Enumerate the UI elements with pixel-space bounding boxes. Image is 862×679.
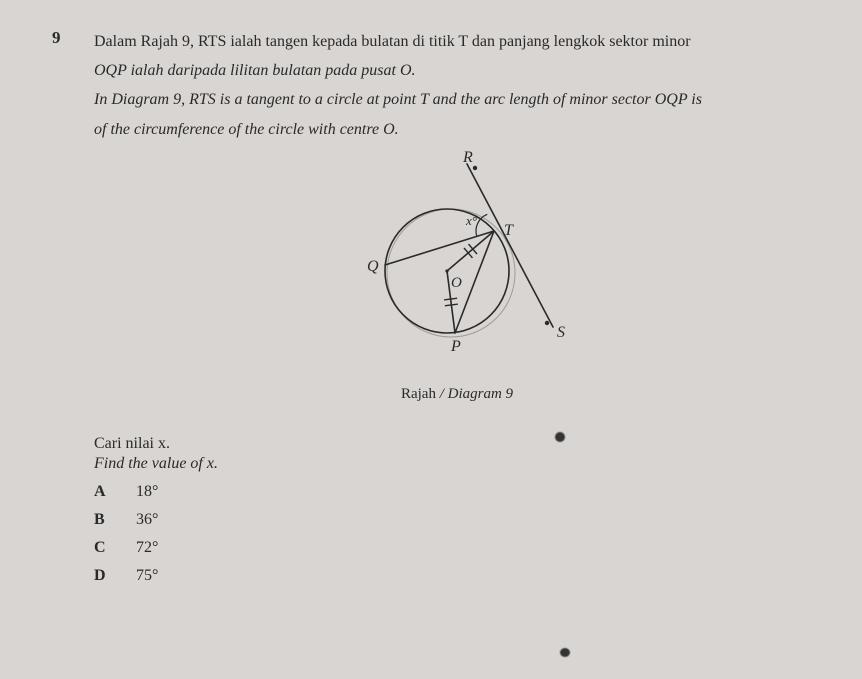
text-en-line2: of the circumference of the circle with … bbox=[94, 116, 820, 143]
svg-text:x°: x° bbox=[465, 213, 477, 228]
text-en-line1: In Diagram 9, RTS is a tangent to a circ… bbox=[94, 86, 820, 113]
text-ms-line1: Dalam Rajah 9, RTS ialah tangen kepada b… bbox=[94, 28, 820, 55]
svg-text:S: S bbox=[557, 324, 565, 341]
question-block: 9 Dalam Rajah 9, RTS ialah tangen kepada… bbox=[52, 28, 820, 407]
choice-letter: B bbox=[94, 511, 136, 529]
ink-smudge bbox=[560, 648, 570, 657]
choice-value: 36° bbox=[136, 511, 158, 529]
choice-row: A 18° bbox=[94, 483, 820, 501]
choice-row: D 75° bbox=[94, 567, 820, 585]
svg-text:P: P bbox=[450, 338, 461, 355]
choice-letter: A bbox=[94, 483, 136, 501]
choice-letter: D bbox=[94, 567, 136, 585]
choice-value: 72° bbox=[136, 539, 158, 557]
diagram-caption: Rajah / Diagram 9 bbox=[94, 382, 820, 408]
svg-text:R: R bbox=[462, 151, 473, 166]
question-number: 9 bbox=[52, 28, 68, 407]
geometry-diagram: R T Q O P Sx° bbox=[317, 151, 597, 371]
svg-text:T: T bbox=[504, 222, 514, 239]
choice-value: 75° bbox=[136, 567, 158, 585]
prompt-block: Cari nilai x. Find the value of x. bbox=[94, 435, 820, 473]
choices-list: A 18° B 36° C 72° D 75° bbox=[94, 483, 820, 585]
choice-value: 18° bbox=[136, 483, 158, 501]
svg-text:Q: Q bbox=[367, 258, 379, 275]
choice-row: C 72° bbox=[94, 539, 820, 557]
prompt-ms: Cari nilai x. bbox=[94, 435, 820, 453]
question-body: Dalam Rajah 9, RTS ialah tangen kepada b… bbox=[94, 28, 820, 407]
ink-smudge bbox=[555, 432, 565, 442]
prompt-en: Find the value of x. bbox=[94, 455, 820, 473]
choice-letter: C bbox=[94, 539, 136, 557]
text-ms-line2: OQP ialah daripada lilitan bulatan pada … bbox=[94, 57, 820, 84]
choice-row: B 36° bbox=[94, 511, 820, 529]
diagram: R T Q O P Sx° Rajah / Diagram 9 bbox=[94, 151, 820, 408]
svg-text:O: O bbox=[451, 275, 462, 291]
